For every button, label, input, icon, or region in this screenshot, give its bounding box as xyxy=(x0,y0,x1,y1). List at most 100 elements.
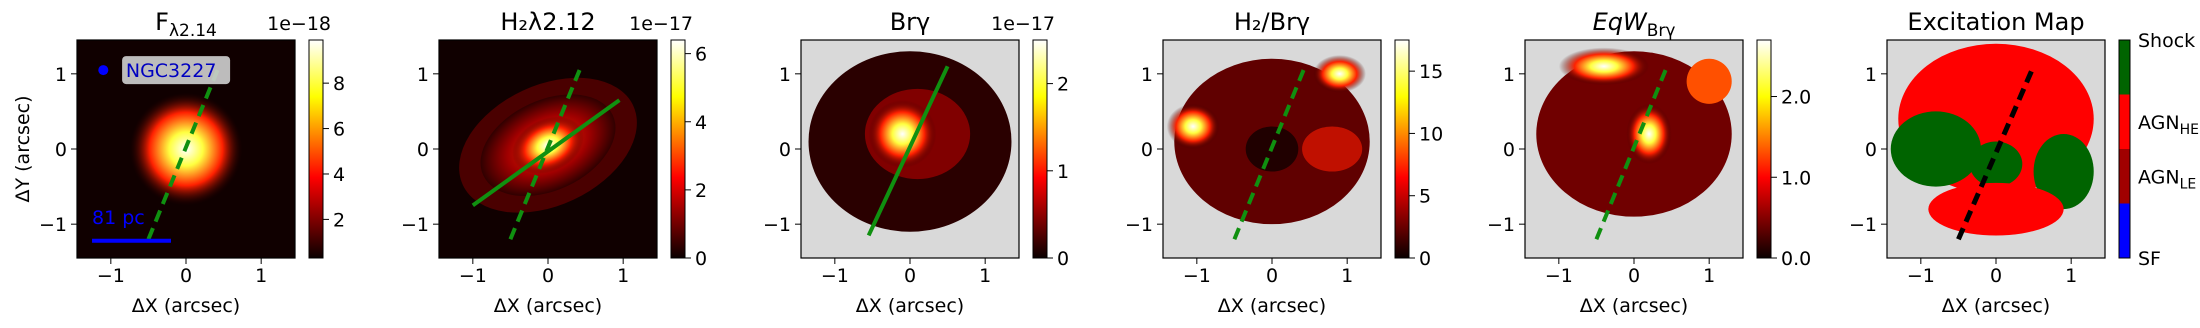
y-tick-label: 1 xyxy=(1865,64,1877,86)
panel-title: Fλ2.14 xyxy=(155,8,217,41)
colorbar-tick-label: 5 xyxy=(1419,186,1431,208)
y-tick-label: −1 xyxy=(763,214,791,236)
class-label: SF xyxy=(2138,248,2161,270)
y-tick-label: 0 xyxy=(779,139,791,161)
x-axis-label: ΔX (arcsec) xyxy=(856,295,964,317)
map-image xyxy=(1525,40,1743,258)
class-label: AGNHE xyxy=(2138,112,2199,138)
colorbar-tick-label: 10 xyxy=(1419,123,1443,145)
x-axis-label: ΔX (arcsec) xyxy=(1942,295,2050,317)
x-tick-label: −1 xyxy=(97,265,125,287)
y-tick-label: 0 xyxy=(1503,139,1515,161)
y-tick-label: −1 xyxy=(1487,214,1515,236)
y-tick-label: −1 xyxy=(1849,214,1877,236)
colorbar-tick-label: 2 xyxy=(1057,74,1069,96)
title-main: H₂λ2.12 xyxy=(500,8,595,36)
x-tick-label: −1 xyxy=(1183,265,1211,287)
position-angle-line xyxy=(1594,69,1668,240)
y-tick-label: 1 xyxy=(779,64,791,86)
colorbar-tick-label: 6 xyxy=(695,44,707,66)
colorbar-segment xyxy=(2119,94,2130,149)
x-tick-label: 0 xyxy=(1266,265,1278,287)
panel-title: Brγ xyxy=(890,8,931,36)
x-tick-label: −1 xyxy=(1545,265,1573,287)
x-axis-label: ΔX (arcsec) xyxy=(494,295,602,317)
panel: −1 0 1 −1 0 1 ΔX (arcsec) EqWBrγ 0.0 1.0 2.0 xyxy=(1487,8,1811,317)
class-name: AGN xyxy=(2138,166,2180,188)
panel: −1 0 1 −1 0 1 ΔX (arcsec) Brγ 0 1 2 1e−17 xyxy=(763,8,1069,317)
colorbar-tick-label: 2 xyxy=(333,209,345,231)
y-tick-label: 0 xyxy=(417,139,429,161)
class-name: AGN xyxy=(2138,112,2180,134)
colorbar-offset: 1e−17 xyxy=(629,13,693,35)
colorbar xyxy=(308,39,324,259)
x-tick-label: −1 xyxy=(821,265,849,287)
map-region xyxy=(1969,141,2023,187)
title-main: F xyxy=(155,8,169,36)
y-tick-label: 1 xyxy=(55,64,67,86)
colorbar-segment xyxy=(2119,149,2130,204)
panel-title: H₂λ2.12 xyxy=(500,8,595,36)
class-name: SF xyxy=(2138,248,2161,270)
y-tick-label: 1 xyxy=(1141,64,1153,86)
x-tick-label: −1 xyxy=(1907,265,1935,287)
title-subscript: λ2.14 xyxy=(169,21,217,41)
panel: −1 0 1 −1 0 1 ΔX (arcsec) Excitation Map Shock AG… xyxy=(1849,8,2199,317)
map-region xyxy=(868,100,937,168)
colorbar-offset: 1e−18 xyxy=(267,13,331,35)
class-subscript: LE xyxy=(2180,176,2197,192)
x-axis-label: ΔX (arcsec) xyxy=(1580,295,1688,317)
y-tick-label: −1 xyxy=(1125,214,1153,236)
colorbar-tick-label: 2.0 xyxy=(1781,87,1811,109)
map-region xyxy=(1313,55,1366,93)
x-tick-label: −1 xyxy=(459,265,487,287)
colorbar-tick-label: 0 xyxy=(695,248,707,270)
panel-title: H₂/Brγ xyxy=(1234,8,1310,36)
x-tick-label: 1 xyxy=(255,265,267,287)
y-tick-label: 0 xyxy=(1865,139,1877,161)
map-region xyxy=(1890,111,1981,187)
map-region xyxy=(1166,103,1220,149)
colorbar-tick-label: 15 xyxy=(1419,61,1443,83)
colorbar xyxy=(670,39,686,259)
colorbar-tick-label: 0 xyxy=(1057,248,1069,270)
panel: −1 0 1 −1 0 1 ΔX (arcsec) H₂λ2.12 0 2 4 61e−17 xyxy=(401,8,707,317)
x-tick-label: 1 xyxy=(617,265,629,287)
scale-bar-label: 81 pc xyxy=(92,207,145,229)
panel: −1 0 1 −1 0 1 ΔX (arcsec) H₂/Brγ 0 5 10 15 xyxy=(1125,8,1443,317)
y-tick-label: −1 xyxy=(401,214,429,236)
position-angle-line xyxy=(1956,65,2036,241)
title-main: Excitation Map xyxy=(1907,8,2084,36)
class-label: Shock xyxy=(2138,30,2195,52)
colorbar-segment xyxy=(2119,40,2130,95)
colorbar-tick-label: 8 xyxy=(333,73,345,95)
x-tick-label: 0 xyxy=(1628,265,1640,287)
title-main: Brγ xyxy=(890,8,931,36)
title-main: EqW xyxy=(1593,8,1648,36)
x-tick-label: 0 xyxy=(542,265,554,287)
colorbar-tick-label: 1.0 xyxy=(1781,167,1811,189)
title-main: H₂/Brγ xyxy=(1234,8,1310,36)
colorbar-tick-label: 4 xyxy=(695,112,707,134)
panel-title: EqWBrγ xyxy=(1593,8,1676,41)
map-region xyxy=(1686,58,1732,104)
x-tick-label: 0 xyxy=(904,265,916,287)
x-tick-label: 1 xyxy=(1703,265,1715,287)
y-tick-label: −1 xyxy=(39,214,67,236)
position-angle-line xyxy=(866,65,950,237)
panel-title: Excitation Map xyxy=(1907,8,2084,36)
map-image xyxy=(439,40,657,258)
position-angle-line xyxy=(471,98,621,208)
colorbar xyxy=(1032,39,1048,259)
colorbar-offset: 1e−17 xyxy=(991,13,1055,35)
y-tick-label: 0 xyxy=(1141,139,1153,161)
y-tick-label: 1 xyxy=(1503,64,1515,86)
colorbar xyxy=(1756,39,1772,259)
panel: −1 0 1 −1 0 1 ΔX (arcsec) ΔY (arcsec) Fλ2.14 2 4 6 8… xyxy=(12,8,345,317)
y-axis-label: ΔY (arcsec) xyxy=(12,96,34,203)
y-tick-label: 1 xyxy=(417,64,429,86)
class-label: AGNLE xyxy=(2138,166,2196,192)
map-region xyxy=(1302,126,1363,172)
position-angle-line xyxy=(1232,69,1306,240)
